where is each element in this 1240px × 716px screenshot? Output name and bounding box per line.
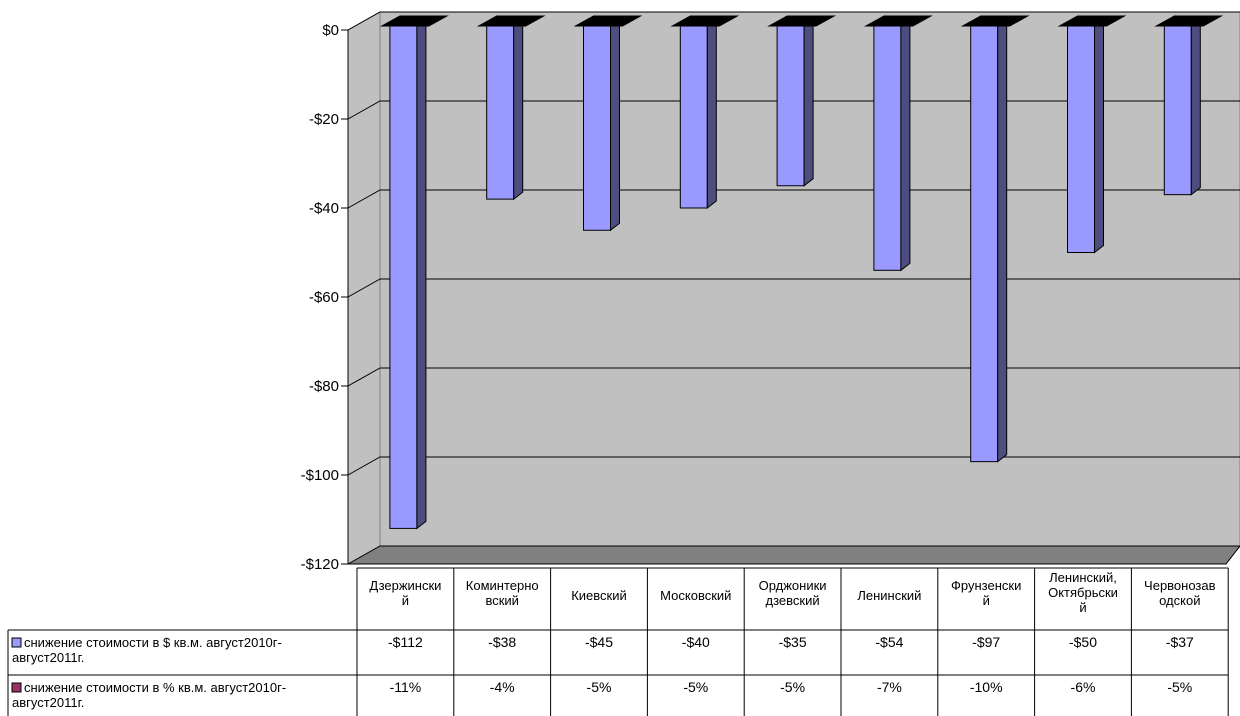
x-tick-label: й [983,593,990,608]
x-tick-label: Червонозав [1144,578,1216,593]
bar-cap [476,15,546,27]
bar-cap [573,15,643,27]
bar [573,15,643,232]
data-label: -7% [877,679,902,695]
bar-cap [379,15,449,27]
legend-label: август2011г. [12,695,84,710]
y-tick-label: -$120 [301,556,339,573]
bar-cap [863,15,933,27]
floor [346,545,1240,565]
bar [1057,15,1127,254]
data-label: -4% [490,679,515,695]
bar [767,15,837,187]
y-tick-label: -$100 [301,467,339,484]
x-tick-label: вский [485,593,518,608]
data-label: -5% [587,679,612,695]
bar-side [416,17,427,530]
bar-side [803,17,814,187]
data-label: -10% [970,679,1003,695]
x-tick-label: Орджоники [759,578,827,593]
legend-label: август2011г. [12,650,84,665]
bar-cap [960,15,1030,27]
x-tick-label: й [402,593,409,608]
data-label: -$38 [488,634,516,650]
x-tick-label: Коминтерно [466,578,539,593]
x-tick-label: Московский [660,588,731,603]
bar-side [1094,17,1104,254]
bar-side [513,17,524,201]
x-tick-label: Ленинский [857,588,921,603]
data-label: -5% [780,679,805,695]
x-tick-label: Дзержински [369,578,441,593]
data-label: -$45 [585,634,613,650]
x-tick-label: Фрунзенски [951,578,1021,593]
gridline [347,11,1240,31]
bar-side [900,17,911,272]
x-tick-label: Киевский [571,588,627,603]
x-tick-label: Ленинский, [1049,570,1117,585]
bar-front [583,25,611,231]
x-tick-label: одской [1159,593,1200,608]
bar [476,15,546,201]
y-tick-label: -$40 [309,200,339,217]
bars [379,15,1224,530]
data-label: -$50 [1069,634,1097,650]
bar [670,15,740,210]
x-tick-label: й [1079,600,1086,615]
bar-side [997,17,1008,463]
bar-front [486,25,515,200]
data-label: -11% [390,679,422,695]
bar-front [679,25,708,209]
data-label: -$35 [779,634,807,650]
data-label: -5% [1167,679,1192,695]
bar [960,15,1030,463]
y-tick-label: -$80 [309,378,339,395]
bar [863,15,933,272]
data-label: -$97 [972,634,1000,650]
bar [379,15,449,530]
bar-cap [1057,15,1127,27]
x-tick-label: Октябрьски [1048,585,1118,600]
bar-front [1067,25,1095,253]
gridline [347,100,1240,120]
bar-cap [767,15,837,27]
data-label: -$40 [682,634,710,650]
data-label: -5% [683,679,708,695]
bar [1154,15,1224,196]
y-tick-label: -$20 [309,111,339,128]
data-label: -6% [1071,679,1096,695]
bar-front [389,25,418,529]
legend-label: снижение стоимости в $ кв.м. август2010г… [24,635,282,650]
gridline [347,456,1240,476]
legend-key [11,637,22,648]
gridline [347,367,1240,387]
bar-side [610,17,620,232]
x-tick-label: дзевский [766,593,820,608]
data-label: -$37 [1166,634,1194,650]
bar-side [1190,17,1201,196]
y-tick-label: -$60 [309,289,339,306]
bar-front [776,25,805,187]
gridline [347,189,1240,209]
grid-lines [347,11,1240,476]
bar-front [1163,25,1192,196]
y-tick-label: $0 [322,22,339,39]
data-label: -$112 [388,634,423,650]
gridline [347,278,1240,298]
legend-label: снижение стоимости в % кв.м. август2010г… [24,680,286,695]
bar-front [873,25,902,271]
bar-front [970,25,999,463]
bar-side [706,17,717,210]
y-axis: $0 -$20 -$40 -$60 -$80 -$100 -$120 [301,22,349,573]
bar-cap [670,15,740,27]
data-label: -$54 [875,634,903,650]
bar-cap [1154,15,1224,27]
legend-key [11,682,22,693]
